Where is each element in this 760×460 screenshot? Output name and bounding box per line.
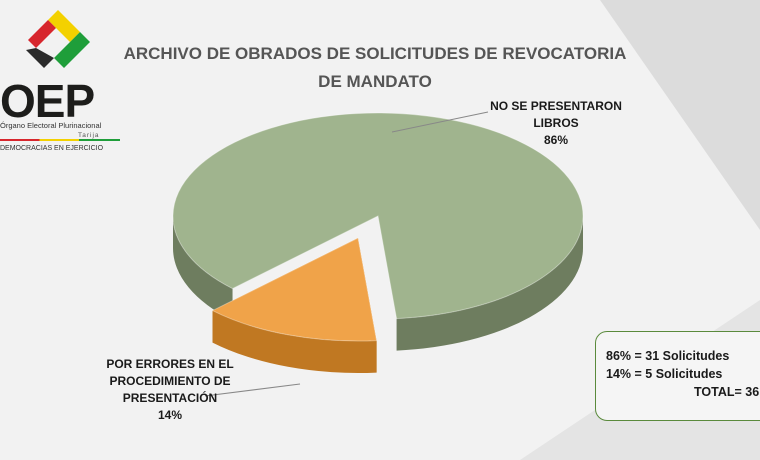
summary-line-86: 86% = 31 Solicitudes <box>606 349 730 363</box>
slice-value-no-libros: 86% <box>543 133 569 147</box>
summary-box: 86% = 31 Solicitudes 14% = 5 Solicitudes… <box>595 331 760 421</box>
slice-no-libros-top <box>172 112 584 320</box>
slice-errores-top <box>211 237 378 342</box>
slice-no-libros-side <box>173 216 233 321</box>
slice-no-libros <box>172 112 584 351</box>
slice-label-no-libros-line2: LIBROS <box>533 116 579 130</box>
logo-divider <box>0 139 120 141</box>
logo-org-text: Órgano Electoral Plurinacional <box>0 121 102 130</box>
logo-brand-text: OEP <box>0 75 95 127</box>
slice-label-errores-line3: PRESENTACIÓN <box>122 391 218 405</box>
slice-label-errores-line1: POR ERRORES EN EL <box>106 357 234 371</box>
oep-logo: OEP Órgano Electoral Plurinacional Tarij… <box>0 8 125 152</box>
leader-line-no-libros <box>391 111 489 133</box>
slice-value-errores: 14% <box>157 408 183 422</box>
slice-no-libros-side <box>396 216 583 351</box>
slice-errores <box>211 237 378 373</box>
logo-motto-text: DEMOCRACIAS EN EJERCICIO <box>0 145 104 152</box>
logo-city-text: Tarija <box>78 132 100 139</box>
slice-errores-side <box>212 310 377 373</box>
summary-line-14: 14% = 5 Solicitudes <box>606 367 723 381</box>
chart-title: ARCHIVO DE OBRADOS DE SOLICITUDES DE REV… <box>123 44 627 91</box>
slice-label-errores: POR ERRORES EN EL PROCEDIMIENTO DE PRESE… <box>80 356 260 424</box>
logo-emblem-icon <box>26 10 90 68</box>
leader-line-errores <box>204 383 301 397</box>
slice-label-no-libros: NO SE PRESENTARON LIBROS 86% <box>466 98 646 149</box>
slice-label-errores-line2: PROCEDIMIENTO DE <box>109 374 231 388</box>
slice-label-no-libros-line1: NO SE PRESENTARON <box>490 99 622 113</box>
summary-total: TOTAL= 36 <box>694 385 760 399</box>
